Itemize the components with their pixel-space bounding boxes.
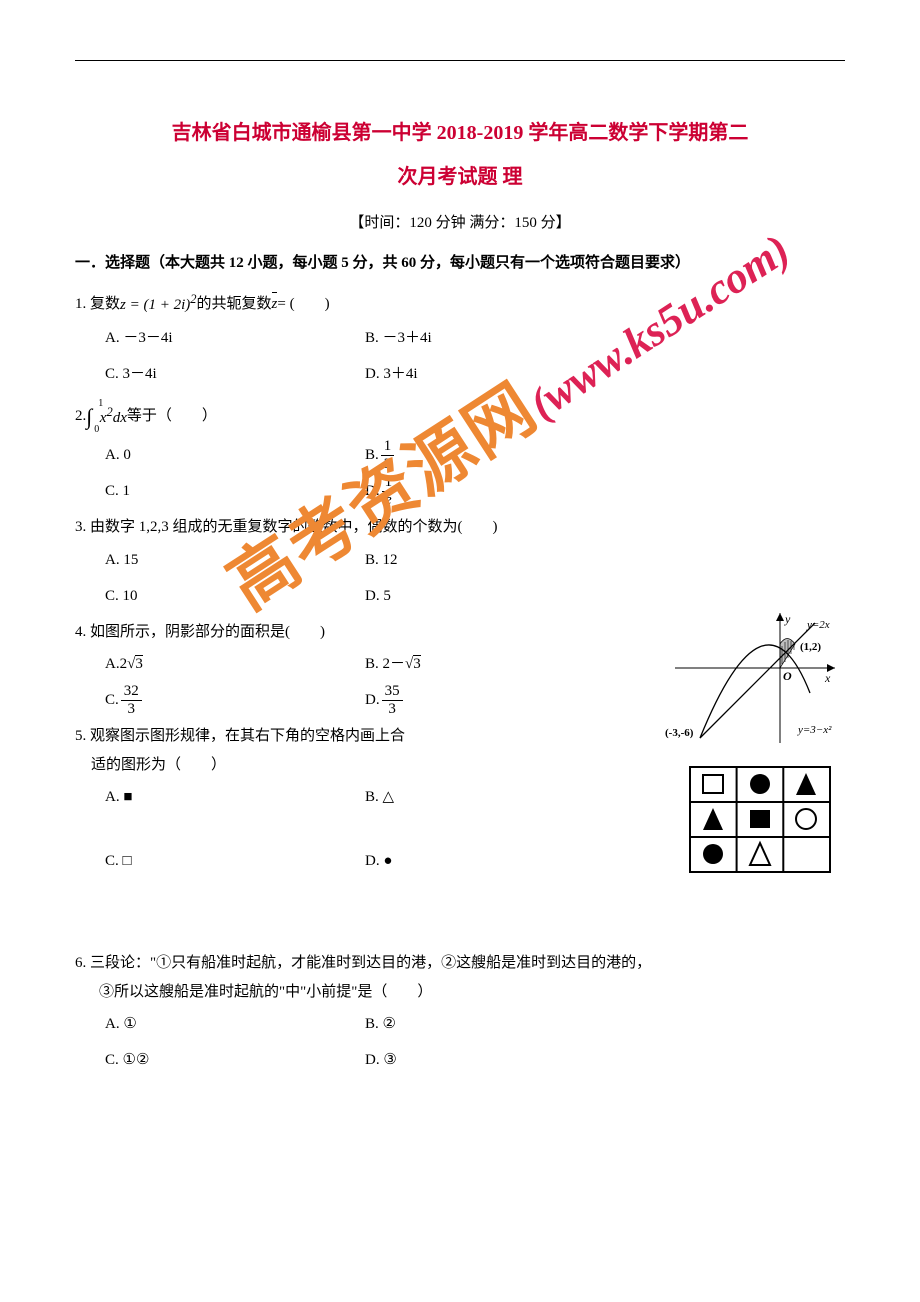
- section-1-header: 一．选择题（本大题共 12 小题，每小题 5 分，共 60 分，每小题只有一个选…: [75, 248, 845, 278]
- label-curve1: y=2x: [806, 619, 830, 631]
- question-4: 4. 如图所示，阴影部分的面积是( ) A. 2√3 B. 2－√3 C. 32…: [75, 618, 845, 719]
- cell-0-2: [796, 773, 816, 795]
- q1-text: 1. 复数 z = (1 + 2i)2 的共轭复数 z = ( ): [75, 288, 845, 320]
- q6-optD: D. ③: [365, 1042, 397, 1078]
- q4-optA: A. 2√3: [105, 646, 365, 682]
- q1-zbar: z: [272, 290, 278, 319]
- title-line2: 次月考试题 理: [75, 155, 845, 199]
- q6-text2: ③所以这艘船是准时起航的"中"小前提"是（ ）: [75, 978, 845, 1007]
- q4-optD: D. 353: [365, 682, 405, 718]
- q3-optB: B. 12: [365, 542, 398, 578]
- q3-optD: D. 5: [365, 578, 391, 614]
- cell-2-1: [750, 843, 770, 865]
- cell-1-1: [750, 810, 770, 828]
- exam-title: 吉林省白城市通榆县第一中学 2018-2019 学年高二数学下学期第二 次月考试…: [75, 111, 845, 199]
- q3-optA: A. 15: [105, 542, 365, 578]
- q4-optA-sqrt: √3: [127, 646, 143, 682]
- q2-text: 2. ∫10 x2dx 等于（ ）: [75, 396, 845, 438]
- q1-optC: C. 3－4i: [105, 356, 365, 392]
- q1-formula: z = (1 + 2i)2: [120, 288, 197, 320]
- exam-meta: 【时间：120 分钟 满分：150 分】: [75, 211, 845, 232]
- q2-optB: B. 13: [365, 437, 396, 473]
- label-y: y: [784, 612, 791, 626]
- question-2: 2. ∫10 x2dx 等于（ ） A. 0 B. 13 C. 1 D. 1e: [75, 396, 845, 510]
- question-3: 3. 由数字 1,2,3 组成的无重复数字的整数中，偶数的个数为( ) A. 1…: [75, 513, 845, 614]
- q6-optB: B. ②: [365, 1006, 396, 1042]
- q1-optD: D. 3＋4i: [365, 356, 418, 392]
- q5-grid: [685, 762, 835, 877]
- q4-optD-frac: 353: [382, 683, 403, 717]
- q1-suffix: = ( ): [277, 290, 329, 319]
- question-6: 6. 三段论："①只有船准时起航，才能准时到达目的港，②这艘船是准时到达目的港的…: [75, 949, 845, 1078]
- q3-options: A. 15 B. 12 C. 10 D. 5: [75, 542, 845, 614]
- q5-optB: B. △: [365, 779, 394, 815]
- line-2x: [700, 623, 815, 738]
- q4-optC-frac: 323: [121, 683, 142, 717]
- q2-optC: C. 1: [105, 473, 365, 509]
- q4-optB: B. 2－√3: [365, 646, 421, 682]
- label-origin: O: [783, 669, 792, 683]
- q2-optA: A. 0: [105, 437, 365, 473]
- q2-options: A. 0 B. 13 C. 1 D. 1e: [75, 437, 845, 509]
- q5-text1: 5. 观察图示图形规律，在其右下角的空格内画上合: [75, 722, 845, 751]
- q4-optC: C. 323: [105, 682, 365, 718]
- label-x: x: [824, 671, 831, 685]
- q6-options: A. ① B. ② C. ①② D. ③: [75, 1006, 845, 1078]
- q2-optD: D. 1e: [365, 473, 397, 509]
- q1-mid: 的共轭复数: [197, 290, 272, 319]
- top-rule: [75, 60, 845, 61]
- q2-prefix: 2.: [75, 402, 86, 431]
- question-5: 5. 观察图示图形规律，在其右下角的空格内画上合 适的图形为（ ） A. ■ B…: [75, 722, 845, 879]
- q5-options: A. ■ B. △ C. □ D. ●: [75, 779, 535, 879]
- q5-optA: A. ■: [105, 779, 365, 815]
- q6-optA: A. ①: [105, 1006, 365, 1042]
- q4-options: A. 2√3 B. 2－√3 C. 323 D. 353: [75, 646, 535, 718]
- question-1: 1. 复数 z = (1 + 2i)2 的共轭复数 z = ( ) A. －3－…: [75, 288, 845, 392]
- title-line1: 吉林省白城市通榆县第一中学 2018-2019 学年高二数学下学期第二: [75, 111, 845, 155]
- q3-text: 3. 由数字 1,2,3 组成的无重复数字的整数中，偶数的个数为( ): [75, 513, 845, 542]
- q5-optC: C. □: [105, 843, 365, 879]
- q2-optB-frac: 13: [381, 438, 395, 472]
- q6-optC: C. ①②: [105, 1042, 365, 1078]
- y-arrow: [776, 613, 784, 621]
- q1-prefix: 1. 复数: [75, 290, 120, 319]
- q1-optB: B. －3＋4i: [365, 320, 432, 356]
- q1-options: A. －3－4i B. －3＋4i C. 3－4i D. 3＋4i: [75, 320, 845, 392]
- cell-1-0: [703, 808, 723, 830]
- cell-0-1: [750, 774, 770, 794]
- cell-1-2: [796, 809, 816, 829]
- cell-2-0: [703, 844, 723, 864]
- q2-suffix: 等于（ ）: [127, 402, 217, 431]
- q5-optD: D. ●: [365, 843, 392, 879]
- q4-optB-sqrt: √3: [405, 646, 421, 682]
- q2-integral: ∫10: [86, 396, 92, 438]
- q3-optC: C. 10: [105, 578, 365, 614]
- q6-text1: 6. 三段论："①只有船准时起航，才能准时到达目的港，②这艘船是准时到达目的港的…: [75, 949, 845, 978]
- q1-optA: A. －3－4i: [105, 320, 365, 356]
- label-point1: (1,2): [800, 641, 821, 653]
- q2-optD-frac: 1e: [382, 474, 396, 508]
- cell-0-0: [703, 775, 723, 793]
